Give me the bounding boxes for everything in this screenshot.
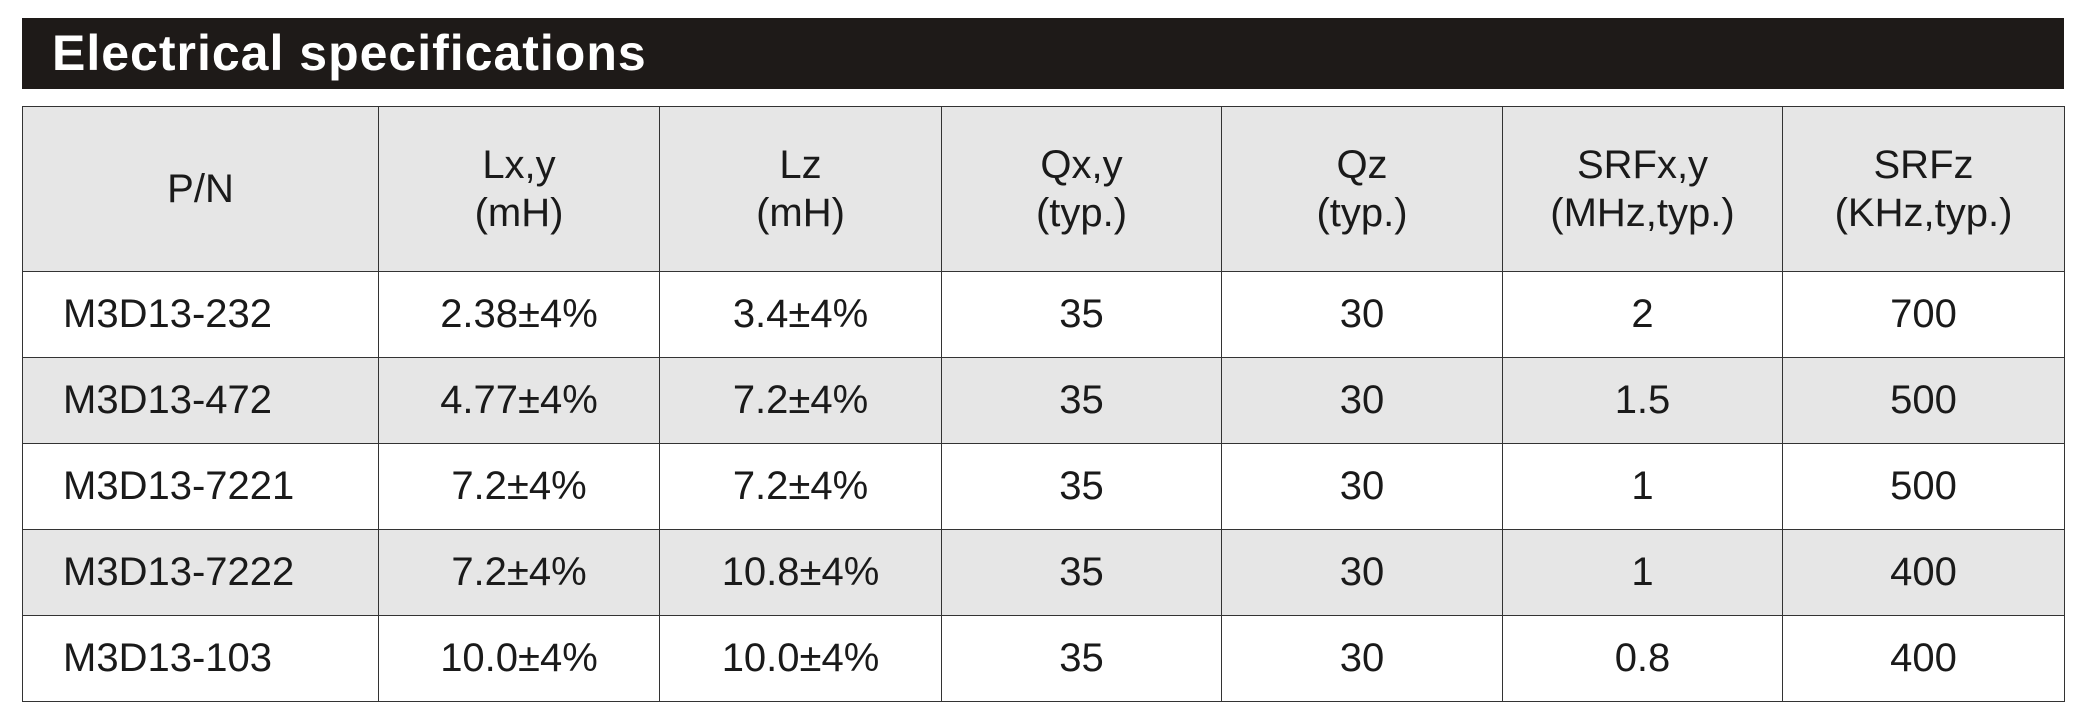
table-row: M3D13-472 4.77±4% 7.2±4% 35 30 1.5 500 bbox=[22, 357, 2065, 444]
table-cell: 7.2±4% bbox=[378, 443, 660, 530]
column-header: SRFz (KHz,typ.) bbox=[1782, 106, 2065, 272]
table-cell: 30 bbox=[1221, 271, 1503, 358]
spec-table: P/N Lx,y (mH) Lz (mH) Qx,y (typ.) Qz (typ.) SRFx,… bbox=[22, 106, 2065, 702]
table-cell: 3.4±4% bbox=[659, 271, 942, 358]
table-cell: 500 bbox=[1782, 443, 2065, 530]
table-cell: 400 bbox=[1782, 615, 2065, 702]
table-cell: 35 bbox=[941, 529, 1222, 616]
table-cell: 7.2±4% bbox=[659, 443, 942, 530]
table-cell: 30 bbox=[1221, 615, 1503, 702]
table-cell: 4.77±4% bbox=[378, 357, 660, 444]
part-number: M3D13-232 bbox=[22, 271, 379, 358]
header-line: (mH) bbox=[474, 191, 564, 235]
table-cell: 35 bbox=[941, 443, 1222, 530]
table-cell: 10.0±4% bbox=[378, 615, 660, 702]
table-cell: 0.8 bbox=[1502, 615, 1783, 702]
table-cell: 7.2±4% bbox=[378, 529, 660, 616]
header-line: (mH) bbox=[756, 191, 845, 235]
table-cell: 35 bbox=[941, 271, 1222, 358]
table-cell: 7.2±4% bbox=[659, 357, 942, 444]
table-cell: 10.8±4% bbox=[659, 529, 942, 616]
table-cell: 1 bbox=[1502, 443, 1783, 530]
table-cell: 1 bbox=[1502, 529, 1783, 616]
column-header: Qz (typ.) bbox=[1221, 106, 1503, 272]
table-row: M3D13-7221 7.2±4% 7.2±4% 35 30 1 500 bbox=[22, 443, 2065, 530]
header-line: P/N bbox=[167, 167, 234, 211]
part-number: M3D13-7222 bbox=[22, 529, 379, 616]
section-title: Electrical specifications bbox=[22, 18, 2064, 89]
header-line: Lz bbox=[779, 143, 822, 187]
table-cell: 2 bbox=[1502, 271, 1783, 358]
header-line: Qz bbox=[1336, 143, 1388, 187]
column-header: SRFx,y (MHz,typ.) bbox=[1502, 106, 1783, 272]
table-cell: 30 bbox=[1221, 529, 1503, 616]
table-row: M3D13-7222 7.2±4% 10.8±4% 35 30 1 400 bbox=[22, 529, 2065, 616]
column-header: Lx,y (mH) bbox=[378, 106, 660, 272]
table-cell: 1.5 bbox=[1502, 357, 1783, 444]
table-row: M3D13-103 10.0±4% 10.0±4% 35 30 0.8 400 bbox=[22, 615, 2065, 702]
table-row: M3D13-232 2.38±4% 3.4±4% 35 30 2 700 bbox=[22, 271, 2065, 358]
column-header: Lz (mH) bbox=[659, 106, 942, 272]
header-row: P/N Lx,y (mH) Lz (mH) Qx,y (typ.) Qz (typ.) SRFx,… bbox=[22, 106, 2065, 272]
table-cell: 700 bbox=[1782, 271, 2065, 358]
part-number: M3D13-472 bbox=[22, 357, 379, 444]
table-cell: 35 bbox=[941, 357, 1222, 444]
table-cell: 500 bbox=[1782, 357, 2065, 444]
header-line: SRFx,y bbox=[1576, 143, 1709, 187]
table-cell: 10.0±4% bbox=[659, 615, 942, 702]
part-number: M3D13-7221 bbox=[22, 443, 379, 530]
table-cell: 2.38±4% bbox=[378, 271, 660, 358]
header-line: (typ.) bbox=[1316, 191, 1408, 235]
header-line: (typ.) bbox=[1035, 191, 1128, 235]
column-header: P/N bbox=[22, 106, 379, 272]
part-number: M3D13-103 bbox=[22, 615, 379, 702]
header-line: Lx,y bbox=[482, 143, 556, 187]
table-cell: 30 bbox=[1221, 357, 1503, 444]
table-cell: 30 bbox=[1221, 443, 1503, 530]
table-cell: 35 bbox=[941, 615, 1222, 702]
header-line: (KHz,typ.) bbox=[1834, 191, 2013, 235]
header-line: (MHz,typ.) bbox=[1550, 191, 1735, 235]
header-line: SRFz bbox=[1873, 143, 1974, 187]
table-body: M3D13-232 2.38±4% 3.4±4% 35 30 2 700 M3D13-472 4… bbox=[22, 271, 2065, 702]
table-cell: 400 bbox=[1782, 529, 2065, 616]
column-header: Qx,y (typ.) bbox=[941, 106, 1222, 272]
header-line: Qx,y bbox=[1040, 143, 1123, 187]
